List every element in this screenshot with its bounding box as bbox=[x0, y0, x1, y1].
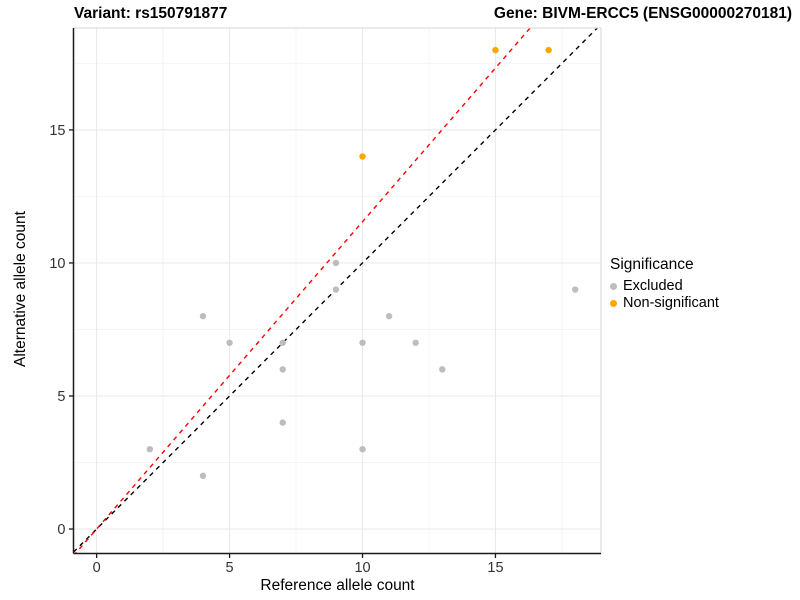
x-tick-label: 10 bbox=[354, 560, 370, 576]
legend: Significance Excluded Non-significant bbox=[610, 256, 719, 312]
data-point-excluded bbox=[572, 286, 579, 293]
data-point-excluded bbox=[439, 366, 446, 373]
data-point-excluded bbox=[199, 472, 207, 480]
gene-title: Gene: BIVM-ERCC5 (ENSG00000270181) bbox=[493, 5, 792, 22]
data-point-non-significant bbox=[492, 46, 499, 54]
legend-label: Non-significant bbox=[623, 295, 719, 311]
data-point-excluded bbox=[146, 445, 154, 453]
legend-swatch-icon bbox=[610, 283, 617, 290]
data-point-non-significant bbox=[359, 153, 366, 160]
y-tick-label: 15 bbox=[49, 123, 65, 139]
x-tick-label: 15 bbox=[487, 560, 503, 576]
legend-item: Excluded bbox=[610, 278, 719, 295]
data-point-excluded bbox=[359, 339, 366, 346]
variant-title: Variant: rs150791877 bbox=[74, 5, 228, 22]
legend-item: Non-significant bbox=[610, 295, 719, 312]
x-axis-title: Reference allele count bbox=[260, 577, 415, 594]
data-point-excluded bbox=[199, 312, 207, 320]
y-axis-title: Alternative allele count bbox=[12, 211, 29, 367]
legend-swatch-icon bbox=[610, 300, 617, 307]
data-point-non-significant bbox=[545, 46, 552, 54]
legend-title: Significance bbox=[610, 256, 694, 273]
data-point-excluded bbox=[412, 339, 419, 346]
y-tick-label: 10 bbox=[49, 256, 65, 272]
data-point-excluded bbox=[279, 419, 286, 426]
x-tick-label: 5 bbox=[226, 560, 234, 576]
data-point-excluded bbox=[332, 286, 340, 293]
legend-items: Excluded Non-significant bbox=[610, 278, 719, 312]
x-tick-label: 0 bbox=[93, 560, 101, 576]
y-tick-label: 5 bbox=[57, 389, 65, 405]
data-point-excluded bbox=[279, 339, 286, 346]
data-point-excluded bbox=[279, 366, 286, 373]
data-point-excluded bbox=[359, 445, 366, 453]
data-point-excluded bbox=[385, 312, 393, 320]
data-point-excluded bbox=[332, 259, 340, 267]
legend-label: Excluded bbox=[623, 278, 683, 294]
y-tick-label: 0 bbox=[57, 522, 65, 538]
data-point-excluded bbox=[226, 339, 233, 346]
